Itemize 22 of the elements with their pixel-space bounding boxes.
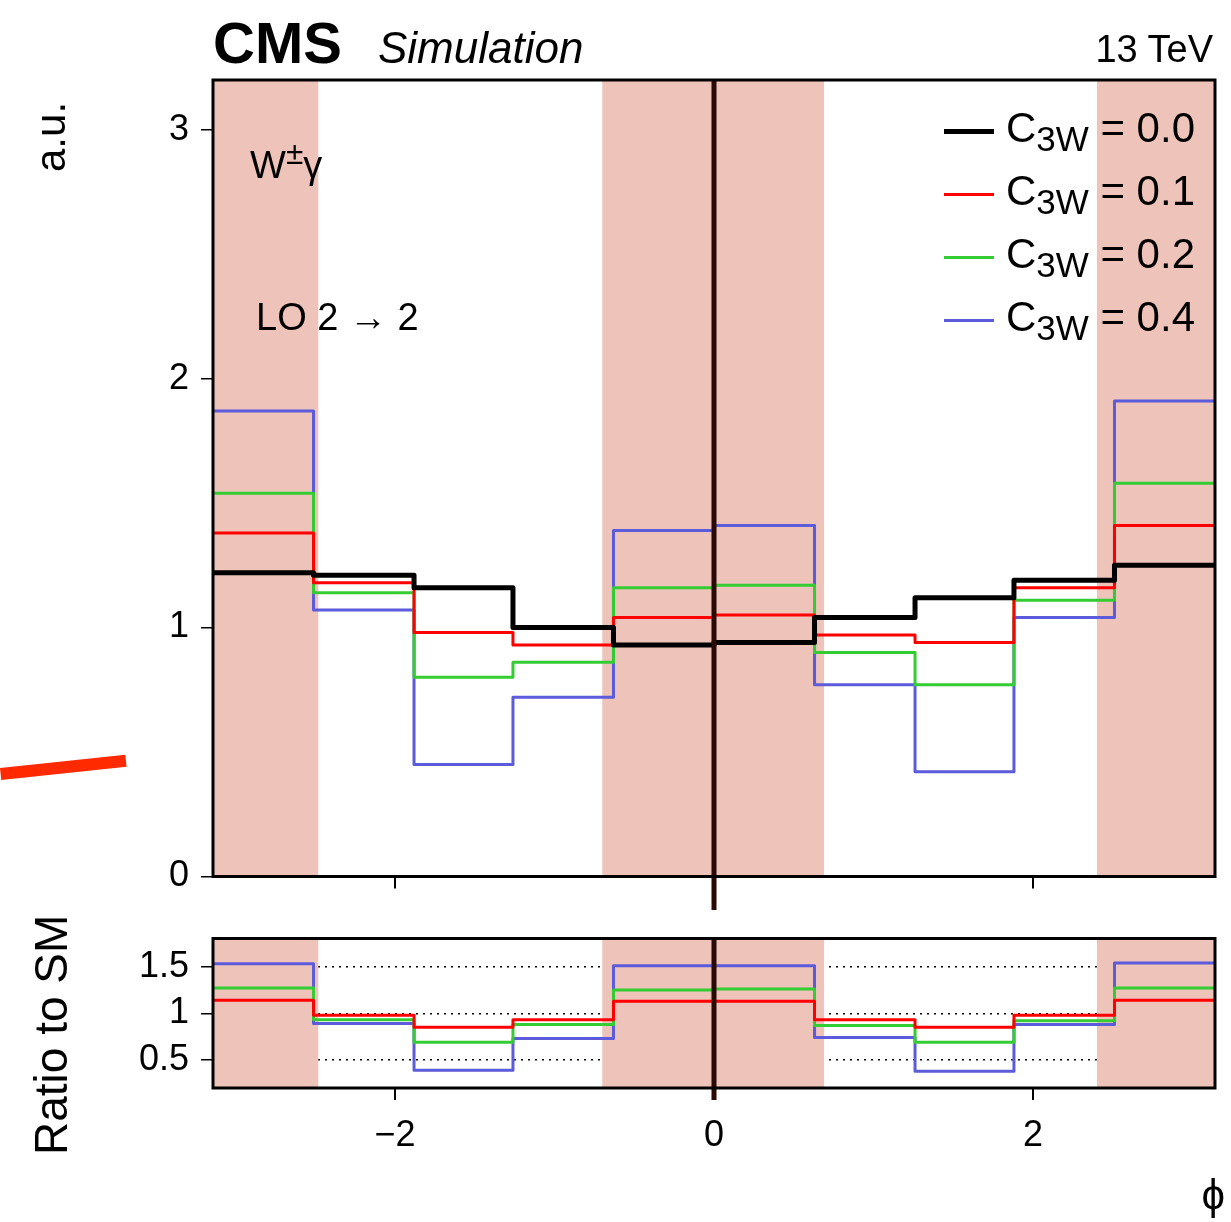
x-tick-label: 2 <box>1023 1112 1044 1154</box>
x-axis-title: ϕ <box>1201 1171 1225 1218</box>
y-tick-label: 2 <box>168 355 189 397</box>
legend-label: C$_{3W}$ = 0.1 <box>1005 166 1195 222</box>
x-tick-label: −2 <box>374 1112 416 1154</box>
x-tick-label: 0 <box>703 1112 725 1154</box>
chart-title: CMS <box>213 10 342 75</box>
y-tick-label: 1 <box>168 604 189 646</box>
annotation: W$^{±}$γ <box>250 135 323 186</box>
y-axis-title: a.u. <box>27 101 74 172</box>
y-tick-label: 0.5 <box>138 1036 189 1078</box>
y-tick-label: 3 <box>168 106 189 148</box>
annotation: LO 2 → 2 <box>256 296 419 338</box>
y-tick-label: 1 <box>168 990 189 1032</box>
chart-subtitle: Simulation <box>378 23 584 72</box>
text: 13 TeV <box>1095 28 1213 70</box>
legend-label: C$_{3W}$ = 0.4 <box>1005 292 1195 348</box>
y-axis-title: Ratio to SM <box>25 914 77 1155</box>
y-tick-label: 1.5 <box>138 943 189 985</box>
legend-label: C$_{3W}$ = 0.2 <box>1005 229 1195 285</box>
legend-label: C$_{3W}$ = 0.0 <box>1005 103 1195 159</box>
y-tick-label: 0 <box>168 853 189 895</box>
